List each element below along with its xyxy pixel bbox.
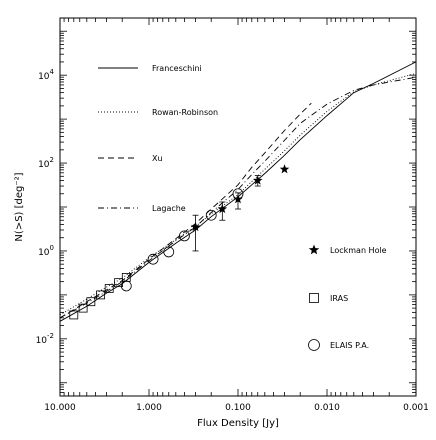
legend-label: ELAIS P.A. (330, 341, 369, 350)
x-tick-label: 0.010 (314, 403, 340, 413)
series-line-franceschini (59, 61, 417, 322)
legend: Franceschini Rowan-Robinson Xu Lagache Lockm… (98, 64, 387, 351)
y-tick-label: 102 (38, 156, 54, 170)
series-line-rowan-robinson (59, 72, 417, 316)
marker-square (104, 284, 114, 293)
series-line-lagache (59, 76, 417, 319)
marker-star (217, 204, 228, 214)
y-tick-label: 10-2 (36, 332, 54, 346)
x-axis-label: Flux Density [Jy] (197, 418, 279, 429)
marker-square (69, 310, 79, 320)
legend-marker-star (308, 244, 320, 255)
y-tick-exponent: 2 (50, 156, 54, 164)
y-tick-exponent: 0 (50, 244, 54, 252)
x-tick-label: 0.001 (403, 403, 429, 413)
x-tick-label: 0.100 (225, 403, 251, 413)
legend-label: IRAS (330, 294, 348, 303)
marker-star (253, 175, 263, 185)
series-lines (59, 61, 417, 322)
y-tick-label: 104 (38, 68, 54, 82)
y-tick-label: 100 (38, 244, 54, 258)
legend-label: Lagache (152, 204, 186, 213)
x-tick-label: 1.000 (136, 403, 162, 413)
marker-square (96, 290, 105, 300)
marker-circle (147, 253, 159, 265)
y-tick-base: 10 (38, 72, 50, 82)
legend-label: Franceschini (152, 64, 202, 73)
marker-circle (232, 188, 244, 200)
marker-circle (205, 209, 217, 221)
legend-marker-circle (308, 339, 320, 351)
marker-square (86, 297, 96, 307)
y-axis-label: N(>S) [deg⁻²] (14, 172, 25, 241)
y-tick-base: 10 (38, 248, 50, 258)
marker-circle (179, 230, 190, 242)
marker-square (78, 303, 88, 313)
legend-label: Xu (152, 154, 163, 163)
marker-star (190, 222, 201, 232)
marker-circle (120, 280, 132, 292)
data-markers (69, 164, 290, 320)
legend-label: Rowan-Robinson (152, 108, 218, 117)
y-tick-base: 10 (36, 336, 48, 346)
tick-marks (59, 17, 417, 397)
y-tick-base: 10 (38, 160, 50, 170)
legend-marker-square (309, 293, 319, 303)
marker-square (121, 272, 131, 282)
x-tick-label: 10.000 (44, 403, 76, 413)
y-tick-exponent: -2 (47, 332, 54, 340)
y-tick-exponent: 4 (50, 68, 55, 76)
legend-label: Lockman Hole (330, 246, 387, 255)
x-tick-labels: 10.000 1.000 0.100 0.010 0.001 (44, 403, 429, 413)
marker-star (279, 164, 290, 174)
marker-circle (163, 246, 175, 258)
